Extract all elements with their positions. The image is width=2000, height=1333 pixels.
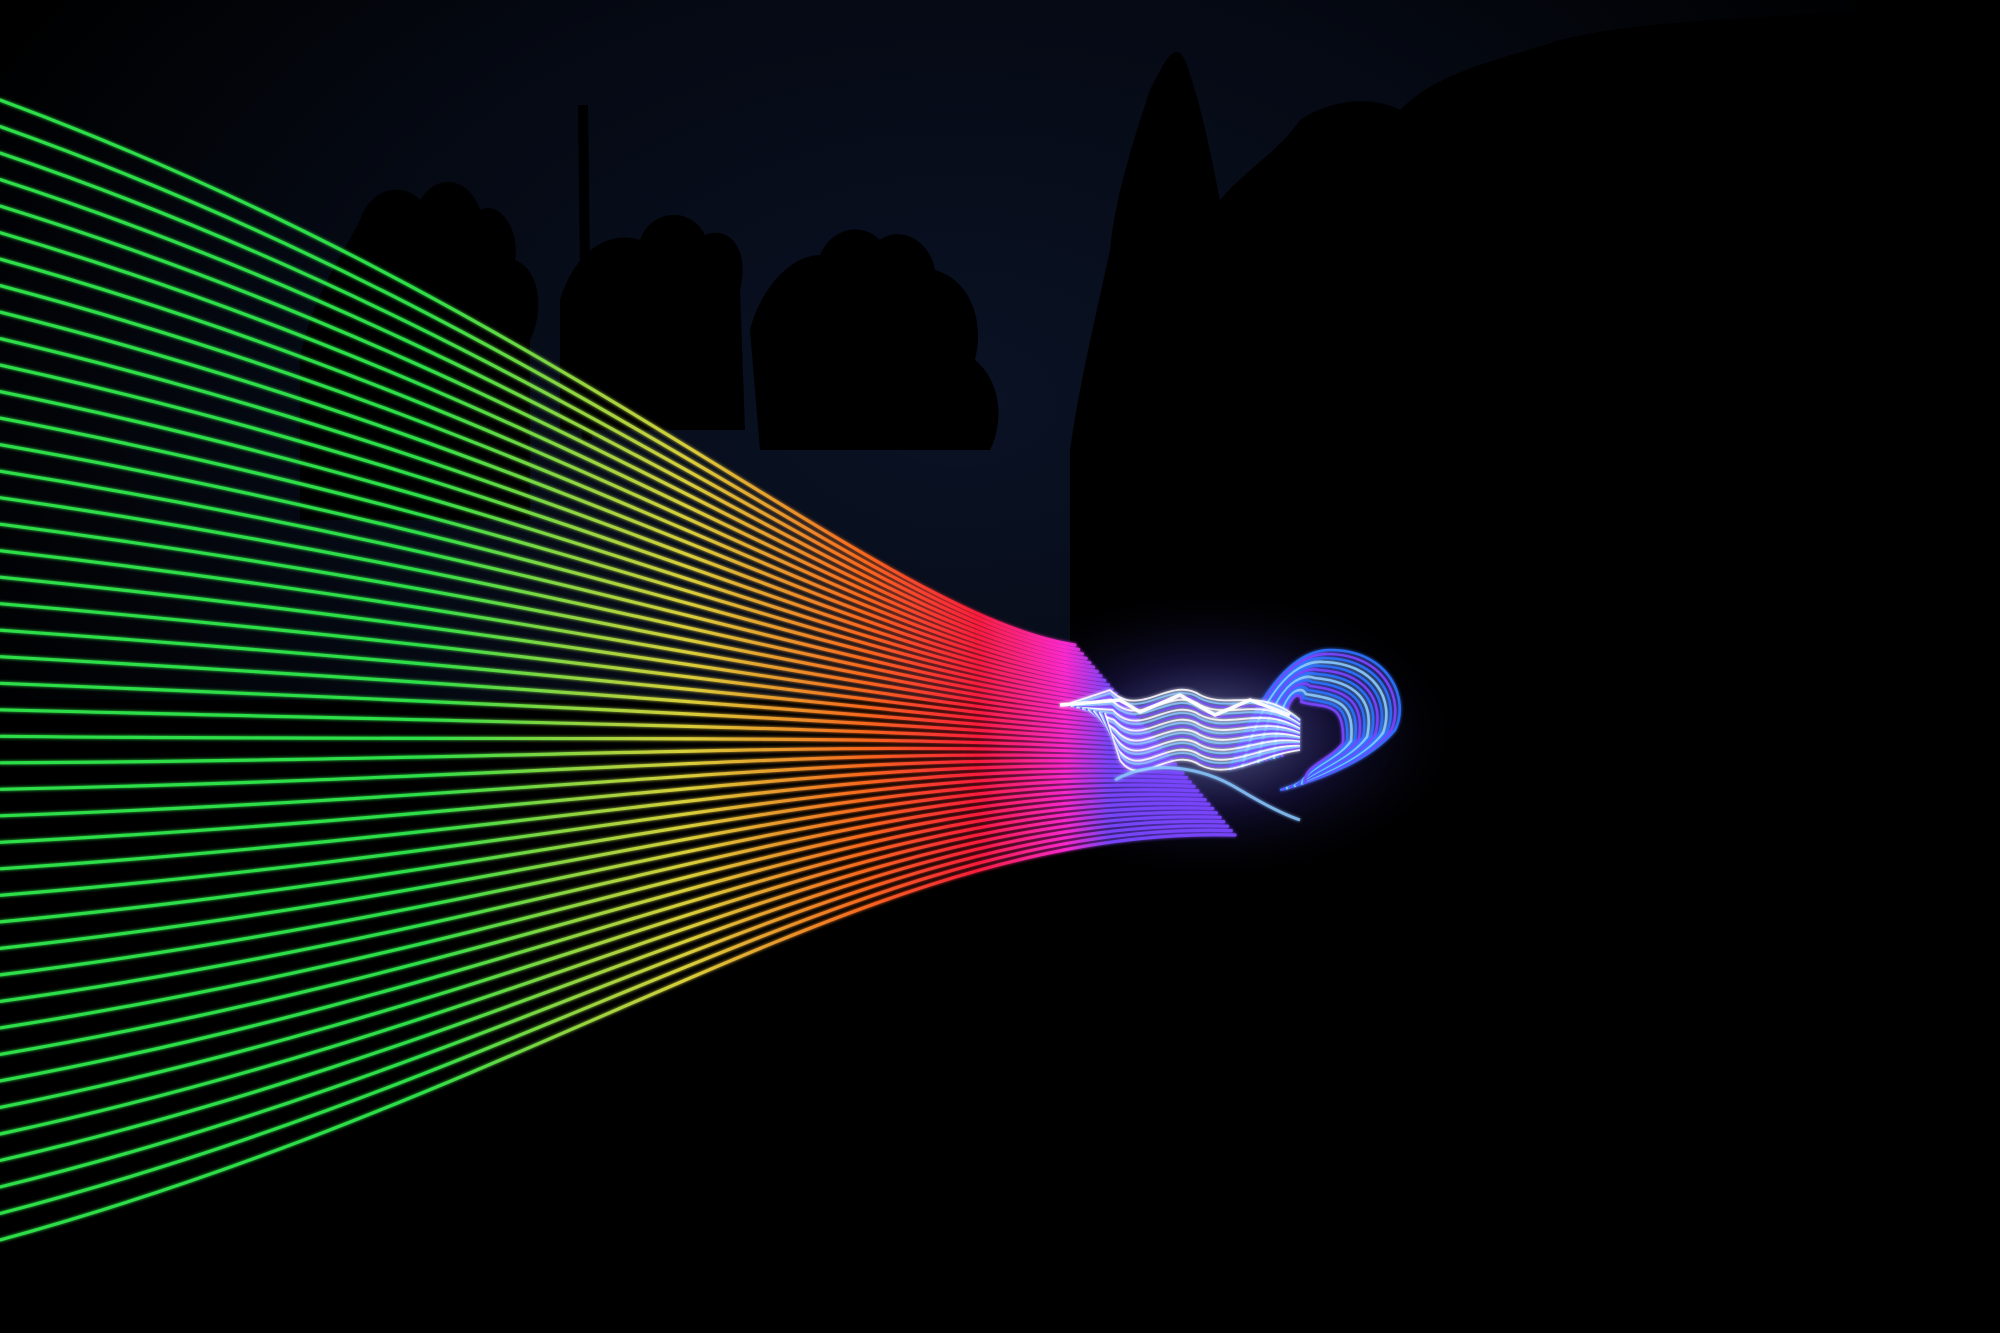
fan-line	[0, 390, 1118, 696]
ribbon-line	[1085, 708, 1301, 739]
fan-line	[0, 151, 1084, 656]
fan-line	[0, 628, 1151, 735]
ribbon-line	[1096, 711, 1301, 759]
fan-line	[0, 769, 1185, 871]
loop-ring	[1280, 694, 1345, 784]
ribbon-line	[1100, 711, 1301, 765]
white-ribbon	[1059, 688, 1301, 822]
fan-line	[0, 284, 1103, 678]
loop-ring	[1232, 652, 1397, 791]
fan-line	[0, 257, 1099, 674]
fan-line	[0, 231, 1096, 669]
ribbon-line	[1098, 711, 1301, 762]
fan-line	[0, 575, 1144, 727]
fan-line	[0, 496, 1133, 713]
fan-line	[0, 337, 1111, 687]
fan-line	[0, 810, 1218, 1109]
fan-line	[0, 753, 1174, 791]
ribbon-highlight-bottom	[1114, 766, 1301, 822]
fan-line	[0, 204, 1092, 665]
fan-line	[0, 806, 1215, 1083]
fan-line	[0, 124, 1081, 651]
fan-line	[0, 655, 1155, 740]
ribbon-line	[1074, 705, 1301, 728]
fan-line	[0, 469, 1129, 709]
fan-line	[0, 98, 1077, 647]
fan-line	[0, 797, 1207, 1030]
rainbow-fan	[0, 98, 1237, 1242]
fan-line	[0, 801, 1211, 1056]
fan-line	[0, 708, 1163, 749]
ribbon-line	[1091, 709, 1301, 749]
ribbon-line	[1078, 706, 1301, 731]
loop-ring	[1276, 691, 1349, 785]
tree-left	[300, 181, 539, 520]
ribbon-line	[1080, 707, 1301, 733]
fan-line	[0, 815, 1222, 1136]
ribbon-line	[1087, 708, 1301, 742]
fan-line	[0, 828, 1233, 1216]
fan-line	[0, 734, 1166, 753]
fan-line	[0, 746, 1170, 765]
fan-line	[0, 549, 1140, 722]
fan-line	[0, 363, 1114, 691]
tree-right-tall	[1070, 8, 2000, 700]
fan-line	[0, 681, 1159, 744]
blue-loop	[1228, 648, 1402, 792]
fan-line	[0, 833, 1237, 1242]
ribbon-line	[1102, 712, 1301, 769]
fan-line	[0, 522, 1137, 718]
fan-line	[0, 443, 1125, 704]
tree-center	[750, 229, 999, 450]
tree-mid-left	[560, 214, 745, 430]
loop-ring	[1272, 688, 1353, 785]
fan-line	[0, 792, 1204, 1003]
fan-line	[0, 819, 1226, 1163]
fan-line	[0, 310, 1107, 682]
loop-ring	[1268, 685, 1358, 786]
ribbon-line	[1083, 707, 1301, 736]
ribbon-line	[1081, 707, 1301, 734]
ribbon-line	[1092, 710, 1301, 752]
fan-line	[0, 783, 1196, 950]
fan-line	[0, 824, 1230, 1189]
ribbon-line	[1064, 688, 1301, 721]
ribbon-highlight-top	[1059, 693, 1291, 717]
ribbon-line	[1076, 706, 1301, 730]
ribbon-line	[1094, 710, 1301, 755]
fan-line	[0, 788, 1200, 977]
fan-line	[0, 759, 1178, 818]
fan-line	[0, 774, 1189, 897]
fan-line	[0, 416, 1122, 700]
fan-line	[0, 778, 1192, 924]
ribbon-line	[1089, 709, 1301, 745]
fan-line	[0, 764, 1181, 844]
fan-line	[0, 602, 1148, 731]
fan-line	[0, 177, 1088, 660]
loop-ring	[1256, 675, 1370, 788]
